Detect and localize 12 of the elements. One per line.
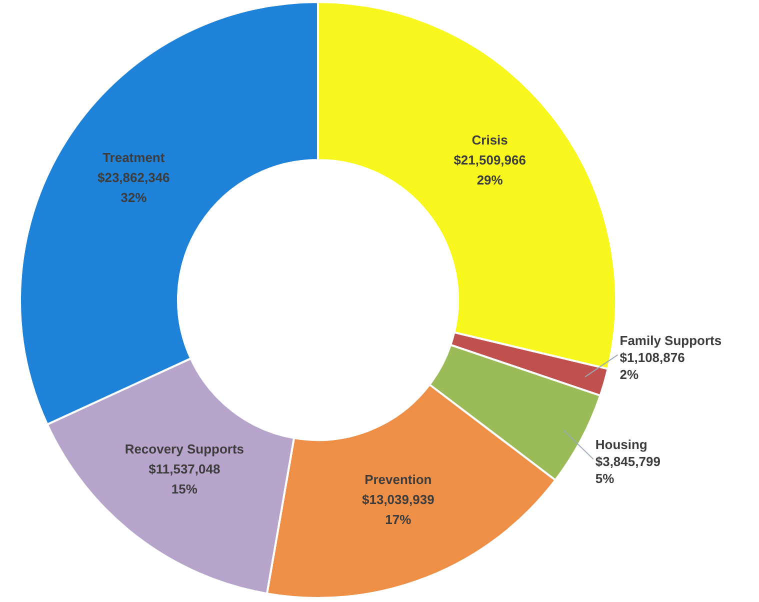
slice-label: Housing: [595, 437, 648, 452]
data-label: $21,509,966 29%: [454, 152, 526, 188]
slice-label: Prevention: [364, 472, 432, 487]
slice-label: Recovery Supports: [124, 442, 244, 457]
data-label: $23,862,346 32%: [97, 170, 170, 205]
data-label: $3,845,799 5%: [595, 454, 660, 486]
slice-label: Family Supports: [620, 332, 722, 348]
slice-label: Crisis: [472, 132, 508, 148]
data-label: $11,537,048 15%: [148, 462, 220, 497]
slice-label: Treatment: [102, 150, 166, 165]
data-label: $13,039,939 17%: [362, 492, 434, 527]
data-label: $1,108,876 2%: [620, 350, 685, 382]
